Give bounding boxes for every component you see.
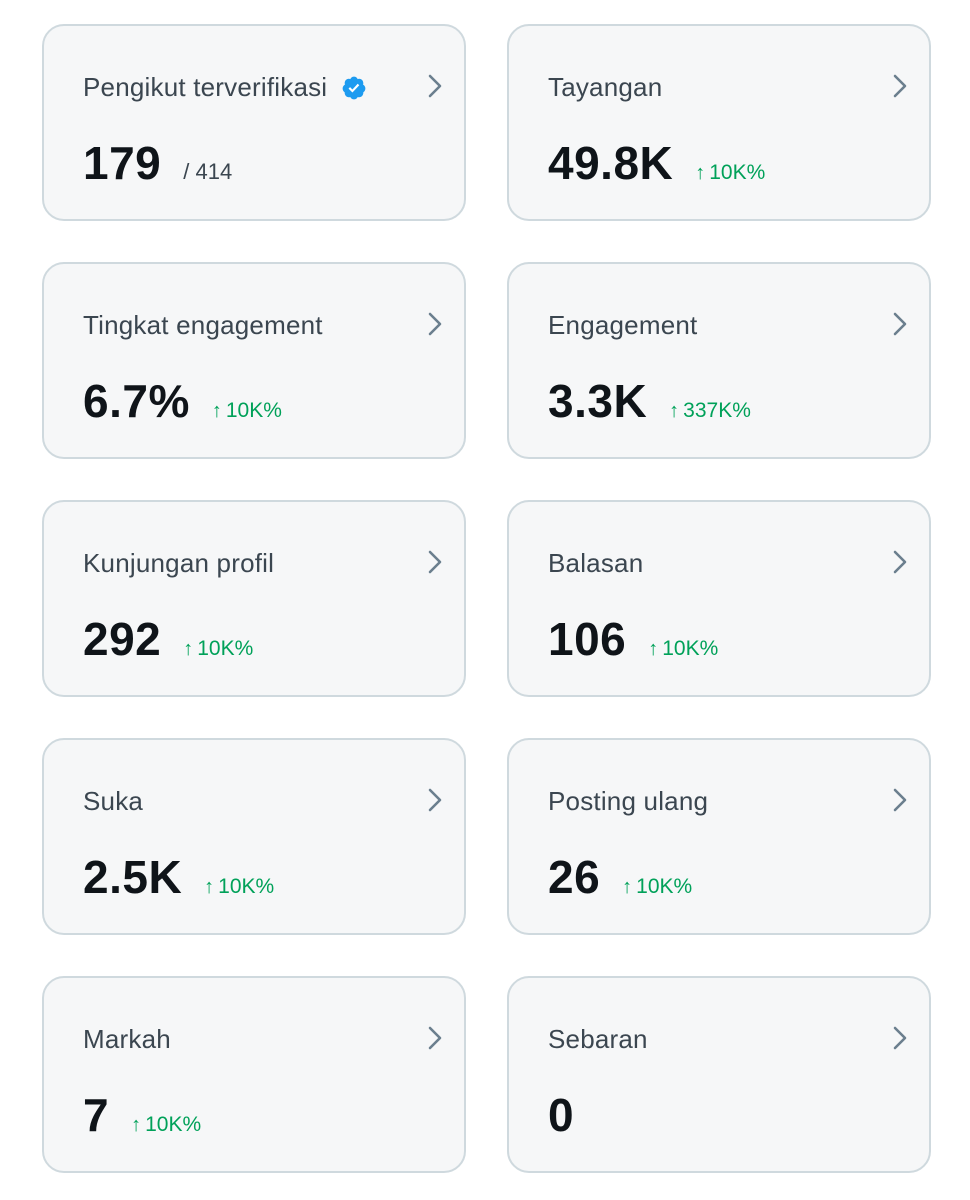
arrow-up-icon: ↑ (211, 400, 222, 422)
metric-value-row: 49.8K ↑ 10K% (548, 136, 765, 190)
metric-title-row: Pengikut terverifikasi (83, 72, 367, 103)
metric-change-value: 10K% (636, 875, 693, 898)
metric-value: 3.3K (548, 375, 648, 427)
metric-card-replies[interactable]: Balasan 106 ↑ 10K% (507, 500, 931, 697)
arrow-up-icon: ↑ (131, 1114, 142, 1136)
metric-value: 179 (83, 137, 162, 189)
arrow-up-icon: ↑ (183, 638, 194, 660)
chevron-right-icon (428, 312, 442, 336)
metric-value-row: 6.7% ↑ 10K% (83, 374, 282, 428)
arrow-up-icon: ↑ (648, 638, 659, 660)
metric-title: Engagement (548, 310, 698, 340)
chevron-right-icon (428, 1026, 442, 1050)
metric-title-row: Kunjungan profil (83, 548, 274, 579)
metric-value-row: 179 / 414 (83, 136, 232, 190)
metric-change: ↑ 10K% (622, 875, 692, 899)
metric-title-row: Tayangan (548, 72, 662, 103)
arrow-up-icon: ↑ (204, 876, 215, 898)
chevron-right-icon (893, 312, 907, 336)
metric-title: Balasan (548, 548, 644, 578)
metric-card-engagement-rate[interactable]: Tingkat engagement 6.7% ↑ 10K% (42, 262, 466, 459)
metric-card-shares[interactable]: Sebaran 0 (507, 976, 931, 1173)
metric-value-row: 3.3K ↑ 337K% (548, 374, 751, 428)
metric-card-likes[interactable]: Suka 2.5K ↑ 10K% (42, 738, 466, 935)
metric-change-value: 10K% (197, 637, 254, 660)
metric-value: 49.8K (548, 137, 674, 189)
metric-title-row: Markah (83, 1024, 171, 1055)
metric-change: ↑ 10K% (204, 875, 274, 899)
arrow-up-icon: ↑ (622, 876, 633, 898)
metric-title: Suka (83, 786, 144, 816)
metric-value: 292 (83, 613, 162, 665)
metric-value-row: 2.5K ↑ 10K% (83, 850, 274, 904)
arrow-up-icon: ↑ (695, 162, 706, 184)
metric-title-row: Posting ulang (548, 786, 708, 817)
metric-total: / 414 (183, 159, 233, 184)
chevron-right-icon (428, 74, 442, 98)
metric-change-value: 10K% (662, 637, 719, 660)
metric-value-row: 106 ↑ 10K% (548, 612, 718, 666)
metric-title: Sebaran (548, 1024, 648, 1054)
metric-change-value: 337K% (683, 399, 751, 422)
metric-change-value: 10K% (709, 161, 766, 184)
chevron-right-icon (428, 788, 442, 812)
metric-value: 26 (548, 851, 601, 903)
metric-card-impressions[interactable]: Tayangan 49.8K ↑ 10K% (507, 24, 931, 221)
metric-value: 0 (548, 1089, 575, 1141)
metric-change: ↑ 10K% (131, 1113, 201, 1137)
metric-title: Tayangan (548, 72, 663, 102)
metric-title: Posting ulang (548, 786, 709, 816)
chevron-right-icon (893, 74, 907, 98)
metric-card-engagements[interactable]: Engagement 3.3K ↑ 337K% (507, 262, 931, 459)
metric-value-row: 292 ↑ 10K% (83, 612, 253, 666)
metric-value: 2.5K (83, 851, 183, 903)
metric-value-row: 7 ↑ 10K% (83, 1088, 201, 1142)
metric-change: ↑ 10K% (695, 161, 765, 185)
chevron-right-icon (893, 788, 907, 812)
metric-change: ↑ 10K% (183, 637, 253, 661)
metric-card-bookmarks[interactable]: Markah 7 ↑ 10K% (42, 976, 466, 1173)
metric-title: Pengikut terverifikasi (83, 72, 328, 102)
metric-title: Kunjungan profil (83, 548, 275, 578)
metric-value-row: 26 ↑ 10K% (548, 850, 692, 904)
chevron-right-icon (428, 550, 442, 574)
metric-card-verified-followers[interactable]: Pengikut terverifikasi 179 / 414 (42, 24, 466, 221)
metric-change-value: 10K% (225, 399, 282, 422)
metric-change-value: 10K% (218, 875, 275, 898)
metric-card-profile-visits[interactable]: Kunjungan profil 292 ↑ 10K% (42, 500, 466, 697)
metric-title-row: Engagement (548, 310, 697, 341)
metric-title: Markah (83, 1024, 171, 1054)
metric-title: Tingkat engagement (83, 310, 323, 340)
metric-value: 7 (83, 1089, 110, 1141)
metric-value-row: 0 (548, 1088, 574, 1142)
verified-badge-icon (342, 76, 366, 99)
chevron-right-icon (893, 1026, 907, 1050)
metric-change-value: 10K% (145, 1113, 202, 1136)
metric-change: ↑ 10K% (212, 399, 282, 423)
chevron-right-icon (893, 550, 907, 574)
metric-title-row: Sebaran (548, 1024, 648, 1055)
metric-value: 106 (548, 613, 627, 665)
metrics-grid: Pengikut terverifikasi 179 / 414 Tayanga… (42, 24, 931, 1173)
metric-change: ↑ 337K% (669, 399, 751, 423)
arrow-up-icon: ↑ (669, 400, 680, 422)
metric-card-reposts[interactable]: Posting ulang 26 ↑ 10K% (507, 738, 931, 935)
metric-value: 6.7% (83, 375, 190, 427)
metric-change: ↑ 10K% (648, 637, 718, 661)
metric-title-row: Tingkat engagement (83, 310, 323, 341)
metric-title-row: Balasan (548, 548, 643, 579)
metric-title-row: Suka (83, 786, 143, 817)
